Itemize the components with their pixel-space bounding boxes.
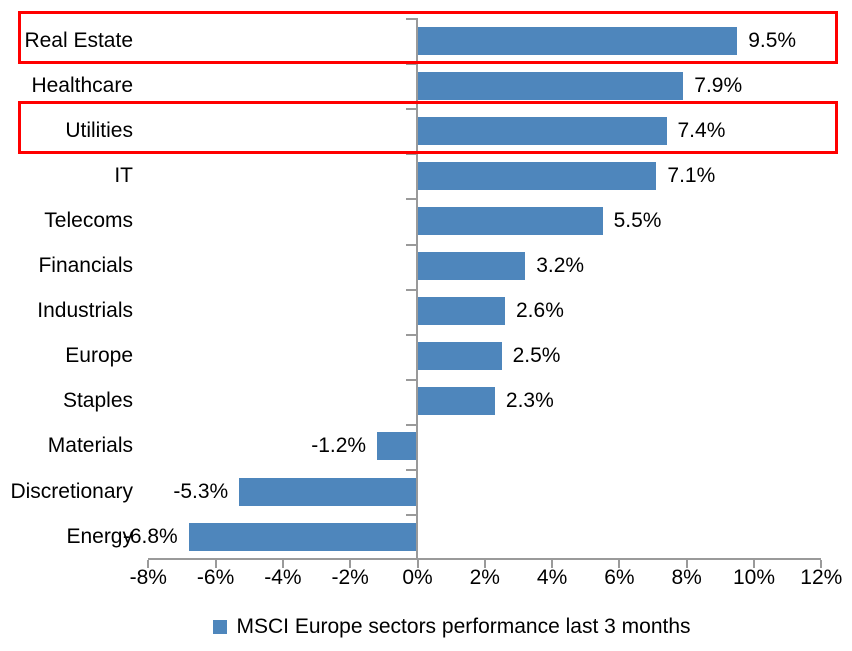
x-axis-line (148, 558, 822, 560)
x-tick (753, 560, 755, 568)
x-tick-label: 0% (402, 566, 433, 589)
x-tick-label: 4% (536, 566, 568, 589)
category-label: Real Estate (24, 29, 133, 52)
x-tick (551, 560, 554, 568)
category-label: Energy (66, 525, 133, 548)
bar (239, 478, 418, 506)
x-tick-label: -2% (331, 566, 369, 589)
category-axis-tick (406, 469, 416, 471)
category-axis-tick (406, 333, 416, 336)
category-label: Discretionary (10, 480, 133, 503)
x-tick (147, 560, 150, 568)
x-tick (483, 560, 486, 568)
value-label: 7.4% (677, 119, 726, 142)
category-axis-tick (406, 198, 416, 201)
bar (417, 342, 502, 370)
x-tick (214, 560, 217, 568)
y-axis-line (416, 18, 418, 560)
category-axis-tick (406, 108, 416, 111)
category-axis-tick (406, 423, 416, 426)
x-tick (820, 560, 823, 568)
category-label: Europe (65, 344, 133, 367)
category-axis-tick (406, 514, 416, 517)
value-label: 2.6% (516, 299, 564, 322)
x-tick-label: 12% (800, 566, 843, 589)
value-label: -6.8% (122, 525, 178, 548)
value-label: 9.5% (748, 29, 797, 52)
bar (188, 523, 418, 551)
x-tick (281, 560, 284, 568)
value-label: 7.9% (694, 74, 743, 97)
x-tick (349, 560, 352, 568)
legend: MSCI Europe sectors performance last 3 m… (26, 613, 852, 641)
category-label: Staples (62, 389, 133, 412)
value-label: -1.2% (311, 434, 367, 457)
category-label: IT (114, 164, 133, 187)
value-label: -5.3% (173, 480, 229, 503)
category-axis-tick (406, 288, 416, 291)
x-tick-label: 10% (732, 566, 776, 589)
category-label: Industrials (37, 299, 133, 322)
category-axis-tick (406, 378, 416, 381)
x-tick (685, 560, 688, 568)
legend-label: MSCI Europe sectors performance last 3 m… (236, 615, 691, 638)
x-tick-label: 8% (671, 566, 702, 589)
category-label: Healthcare (31, 74, 133, 97)
value-label: 3.2% (536, 254, 585, 277)
category-label: Utilities (65, 119, 133, 142)
bar (417, 387, 495, 415)
x-tick-label: 2% (469, 566, 500, 589)
value-label: 5.5% (613, 209, 662, 232)
x-tick (416, 560, 419, 568)
category-label: Materials (47, 434, 133, 457)
x-tick-label: -4% (264, 566, 302, 589)
bar (417, 162, 657, 190)
bar (417, 207, 603, 235)
category-axis-tick (406, 243, 416, 246)
value-label: 2.3% (505, 389, 554, 412)
bar (417, 252, 526, 280)
category-axis-tick (406, 153, 416, 156)
bar (417, 72, 684, 100)
bar (417, 297, 505, 325)
legend-marker-icon (213, 620, 228, 634)
x-tick (618, 560, 621, 568)
x-tick-label: -6% (196, 566, 235, 589)
bar (417, 117, 667, 145)
category-label: Telecoms (44, 209, 133, 232)
x-tick-label: 6% (604, 566, 635, 589)
category-label: Financials (38, 254, 133, 277)
category-axis-tick (406, 18, 416, 20)
value-label: 2.5% (512, 344, 561, 367)
bar (377, 432, 418, 460)
category-axis-tick (406, 63, 416, 66)
bar (417, 27, 738, 55)
value-label: 7.1% (667, 164, 716, 187)
x-tick-label: -8% (129, 566, 167, 589)
